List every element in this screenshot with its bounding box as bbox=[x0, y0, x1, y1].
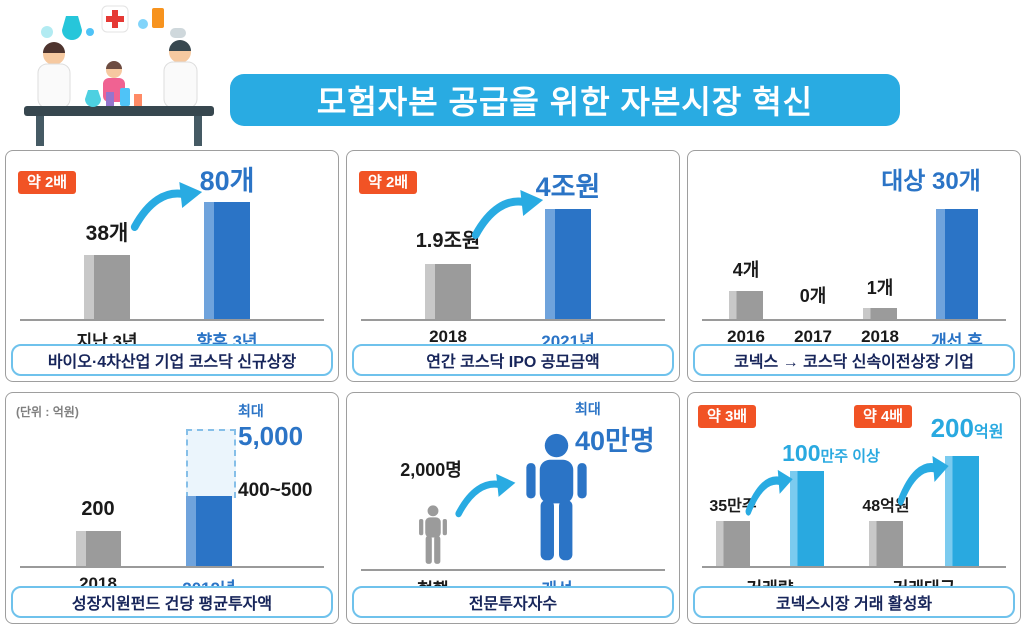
bar-after bbox=[204, 202, 250, 319]
increase-arrow-icon bbox=[453, 473, 517, 519]
axis-line bbox=[20, 319, 324, 321]
panel-title: 연간 코스닥 IPO 공모금액 bbox=[352, 344, 674, 376]
panel-konex-trading: 약 3배 100만주 이상 35만주 약 4배 200억원 48억원 거래량 거… bbox=[687, 392, 1021, 624]
person-blue-icon bbox=[514, 433, 599, 567]
axis-line bbox=[361, 319, 665, 321]
bar-value-volume-after: 100만주 이상 bbox=[756, 441, 906, 465]
increase-arrow-icon bbox=[128, 181, 204, 233]
bar-value-amount-before: 48억원 bbox=[862, 498, 910, 515]
bar-2016 bbox=[729, 291, 763, 319]
bar-max-dashed bbox=[186, 429, 236, 498]
range-label: 400~500 bbox=[238, 480, 313, 501]
panel-growth-fund: (단위 : 억원) 200 최대 5,000 400~500 2018 2019… bbox=[5, 392, 339, 624]
max-prefix: 최대 bbox=[238, 403, 264, 419]
x-label-before: 2018 bbox=[429, 327, 467, 346]
bar-value-2018: 1개 bbox=[866, 278, 894, 298]
bar-value-after: 4조원 bbox=[535, 172, 601, 202]
max-value: 5,000 bbox=[238, 421, 304, 451]
bar-after bbox=[545, 209, 591, 319]
value-small: 억원 bbox=[973, 424, 1004, 441]
page-title: 모험자본 공급을 위한 자본시장 혁신 bbox=[230, 74, 900, 126]
count-current: 2,000명 bbox=[400, 460, 462, 480]
bar-value-before: 1.9조원 bbox=[415, 230, 481, 252]
axis-line bbox=[361, 569, 665, 571]
bar-improved bbox=[936, 209, 978, 319]
value-big: 100 bbox=[782, 440, 821, 466]
bar-value-before: 38개 bbox=[85, 222, 129, 245]
multiplier-badge: 약 2배 bbox=[359, 171, 418, 194]
multiplier-badge-amount: 약 4배 bbox=[854, 405, 913, 428]
bar-amount-after bbox=[945, 456, 979, 566]
bar-value-volume-before: 35만주 bbox=[709, 498, 757, 515]
bar-volume-after bbox=[790, 471, 824, 566]
bar-before bbox=[84, 255, 130, 319]
axis-line bbox=[702, 566, 1006, 568]
bar-value-amount-after: 200억원 bbox=[914, 413, 1020, 443]
bar-volume-before bbox=[716, 521, 750, 566]
x-label-2017: 2017 bbox=[794, 327, 832, 346]
headline-target: 대상 30개 bbox=[881, 168, 981, 195]
increase-arrow-icon bbox=[469, 189, 545, 241]
panel-ipo-amount: 약 2배 1.9조원 4조원 2018 2021년 연간 코스닥 IPO 공모금… bbox=[346, 150, 680, 382]
bar-value-2017: 0개 bbox=[799, 286, 827, 306]
bar-before bbox=[425, 264, 471, 319]
count-improved: 40만명 bbox=[575, 426, 655, 456]
axis-line bbox=[702, 319, 1006, 321]
panel-title: 성장지원펀드 건당 평균투자액 bbox=[11, 586, 333, 618]
increase-arrow-icon bbox=[744, 469, 794, 517]
bar-2018 bbox=[76, 531, 121, 566]
person-gray-icon bbox=[413, 505, 453, 567]
unit-note: (단위 : 억원) bbox=[16, 405, 79, 419]
bar-value-2016: 4개 bbox=[732, 260, 760, 280]
multiplier-badge: 약 2배 bbox=[18, 171, 77, 194]
max-label: 최대 40만명 bbox=[575, 399, 655, 458]
axis-line bbox=[20, 566, 324, 568]
panel-professional-investors: 2,000명 최대 40만명 현행 개선 전문투자자수 bbox=[346, 392, 680, 624]
bar-2019 bbox=[186, 496, 232, 566]
panel-title: 바이오·4차산업 기업 코스닥 신규상장 bbox=[11, 344, 333, 376]
panel-biotech-listings: 약 2배 38개 80개 지난 3년 향후 3년 바이오·4차산업 기업 코스닥… bbox=[5, 150, 339, 382]
panel-title: 코넥스시장 거래 활성화 bbox=[693, 586, 1015, 618]
bar-2018 bbox=[863, 308, 897, 319]
bar-value-2018: 200 bbox=[81, 498, 115, 520]
panel-title: 전문투자자수 bbox=[352, 586, 674, 618]
x-label-2018: 2018 bbox=[861, 327, 899, 346]
value-small: 만주 이상 bbox=[820, 448, 880, 465]
bar-value-after: 80개 bbox=[199, 166, 255, 196]
panel-konex-transfers: 대상 30개 4개 0개 1개 2016 2017 2018 개선 후 코넥스 … bbox=[687, 150, 1021, 382]
lab-illustration bbox=[2, 2, 234, 148]
lab-illustration-art bbox=[24, 5, 214, 146]
panel-title: 코넥스 → 코스닥 신속이전상장 기업 bbox=[693, 344, 1015, 376]
bar-amount-before bbox=[869, 521, 903, 566]
max-prefix: 최대 bbox=[575, 401, 601, 417]
value-big: 200 bbox=[930, 413, 974, 443]
multiplier-badge-volume: 약 3배 bbox=[698, 405, 757, 428]
increase-arrow-icon bbox=[896, 455, 950, 507]
x-label-2016: 2016 bbox=[727, 327, 765, 346]
max-label: 최대 5,000 bbox=[238, 401, 303, 452]
